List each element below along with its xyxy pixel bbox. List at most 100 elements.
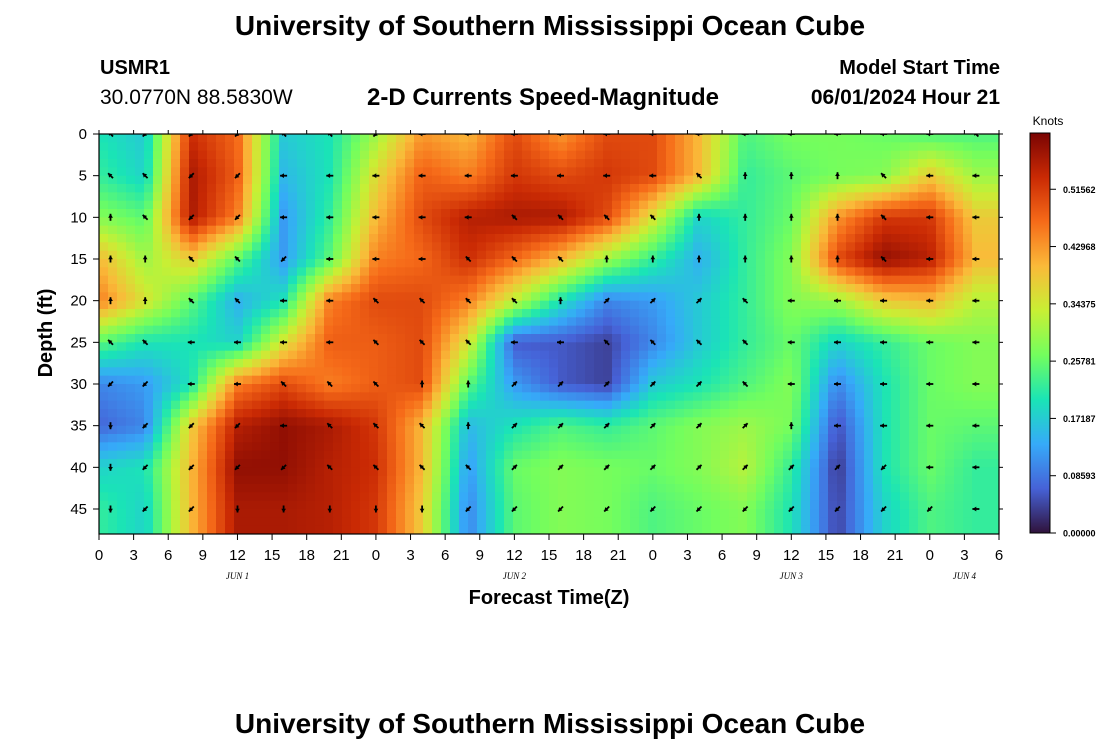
heatmap-cell [882, 309, 892, 318]
heatmap-cell [810, 234, 820, 243]
heatmap-cell [243, 509, 253, 518]
heatmap-cell [342, 192, 352, 202]
heatmap-cell [639, 334, 649, 343]
heatmap-cell [486, 509, 496, 518]
heatmap-cell [684, 309, 694, 318]
heatmap-cell [819, 225, 829, 235]
heatmap-cell [783, 250, 793, 260]
heatmap-cell [207, 217, 217, 227]
heatmap-cell [441, 517, 451, 527]
heatmap-cell [585, 342, 595, 352]
heatmap-cell [189, 367, 199, 377]
heatmap-cell [468, 267, 478, 277]
heatmap-cell [621, 484, 631, 493]
heatmap-cell [873, 467, 883, 477]
heatmap-cell [459, 259, 469, 268]
heatmap-cell [162, 150, 172, 160]
heatmap-cell [891, 159, 901, 168]
heatmap-cell [603, 500, 613, 510]
heatmap-cell [774, 292, 784, 302]
heatmap-cell [306, 384, 316, 393]
heatmap-cell [279, 450, 289, 460]
heatmap-cell [351, 450, 361, 460]
heatmap-cell [279, 217, 289, 227]
heatmap-cell [450, 400, 460, 410]
heatmap-cell [225, 467, 235, 477]
heatmap-cell [252, 417, 262, 427]
heatmap-cell [99, 284, 109, 293]
heatmap-cell [936, 409, 946, 418]
heatmap-cell [486, 225, 496, 235]
heatmap-cell [360, 259, 370, 268]
heatmap-cell [234, 484, 244, 493]
heatmap-cell [513, 350, 523, 360]
heatmap-cell [972, 275, 982, 285]
heatmap-cell [954, 267, 964, 277]
heatmap-cell [459, 134, 469, 143]
heatmap-cell [756, 275, 766, 285]
heatmap-cell [981, 209, 991, 218]
heatmap-cell [396, 209, 406, 218]
heatmap-cell [342, 134, 352, 143]
current-vector-arrow [372, 380, 380, 388]
heatmap-cell [576, 425, 586, 435]
heatmap-cell [306, 450, 316, 460]
heatmap-cell [270, 350, 280, 360]
heatmap-cell [801, 209, 811, 218]
heatmap-cell [954, 317, 964, 327]
heatmap-cell [270, 167, 280, 177]
heatmap-cell [378, 459, 388, 468]
heatmap-cell [135, 459, 145, 468]
heatmap-cell [162, 400, 172, 410]
heatmap-cell [765, 150, 775, 160]
heatmap-cell [801, 142, 811, 152]
heatmap-cell [450, 425, 460, 435]
heatmap-cell [189, 142, 199, 152]
heatmap-cell [126, 350, 136, 360]
current-vector-arrow [835, 172, 840, 180]
heatmap-cell [909, 192, 919, 202]
heatmap-cell [315, 184, 325, 193]
heatmap-cell [945, 267, 955, 277]
heatmap-cell [621, 217, 631, 227]
heatmap-cell [567, 317, 577, 327]
heatmap-cell [369, 392, 379, 402]
heatmap-cell [981, 275, 991, 285]
heatmap-cell [459, 167, 469, 177]
heatmap-cell [702, 284, 712, 293]
heatmap-cell [324, 342, 334, 352]
heatmap-cell [378, 184, 388, 193]
heatmap-cell [783, 334, 793, 343]
heatmap-cell [972, 209, 982, 218]
heatmap-cell [603, 150, 613, 160]
heatmap-cell [270, 367, 280, 377]
heatmap-cell [972, 342, 982, 352]
heatmap-cell [756, 375, 766, 385]
heatmap-cell [576, 292, 586, 302]
heatmap-cell [450, 350, 460, 360]
heatmap-cell [765, 500, 775, 510]
heatmap-cell [855, 334, 865, 343]
heatmap-cell [846, 492, 856, 502]
heatmap-cell [567, 425, 577, 435]
heatmap-cell [477, 442, 487, 452]
heatmap-cell [774, 442, 784, 452]
heatmap-cell [432, 417, 442, 427]
heatmap-cell [864, 342, 874, 352]
heatmap-cell [261, 442, 271, 452]
heatmap-cell [720, 384, 730, 393]
heatmap-cell [648, 292, 658, 302]
heatmap-cell [270, 334, 280, 343]
heatmap-cell [513, 259, 523, 268]
heatmap-cell [414, 142, 424, 152]
heatmap-cell [558, 384, 568, 393]
heatmap-cell [522, 334, 532, 343]
heatmap-cell [243, 259, 253, 268]
heatmap-cell [702, 259, 712, 268]
heatmap-cell [630, 417, 640, 427]
heatmap-cell [315, 459, 325, 468]
current-vector-arrow [188, 297, 195, 304]
heatmap-cell [954, 159, 964, 168]
heatmap-cell [477, 275, 487, 285]
heatmap-cell [729, 242, 739, 252]
